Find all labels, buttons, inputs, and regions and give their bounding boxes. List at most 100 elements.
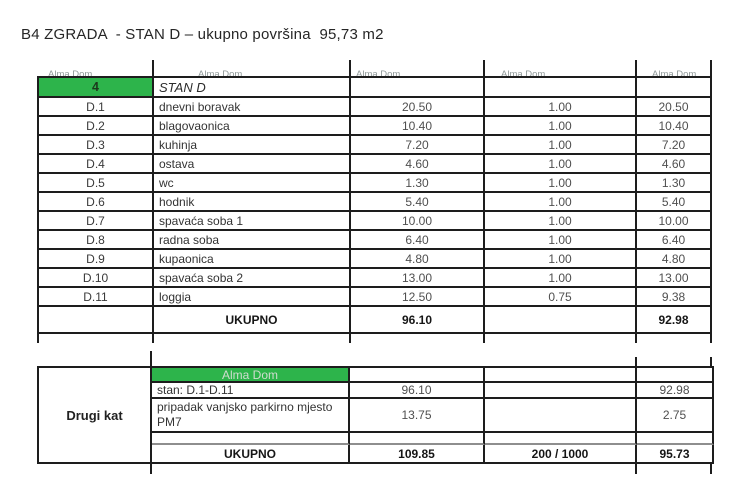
cad-line-extension: [483, 334, 485, 343]
room-reduced-area: 6.40: [637, 231, 712, 250]
watermark-text: Alma Dom: [198, 69, 243, 77]
room-id: D.1: [39, 98, 154, 117]
room-name: blagovaonica: [154, 117, 351, 136]
summary-item-reduced-area: 2.75: [637, 399, 714, 433]
cad-line-extension: [710, 357, 712, 366]
room-coefficient: 0.75: [485, 288, 637, 307]
room-name: dnevni boravak: [154, 98, 351, 117]
room-name: kupaonica: [154, 250, 351, 269]
room-area: 20.50: [351, 98, 485, 117]
room-reduced-area: 9.38: [637, 288, 712, 307]
room-id: D.8: [39, 231, 154, 250]
room-reduced-area: 5.40: [637, 193, 712, 212]
summary-item-name: pripadak vanjsko parkirno mjesto PM7: [152, 399, 350, 433]
room-id: D.10: [39, 269, 154, 288]
total-label: UKUPNO: [154, 307, 351, 334]
floor-total-share: 200 / 1000: [485, 445, 637, 464]
room-area: 4.80: [351, 250, 485, 269]
empty-cell: [485, 78, 637, 98]
total-coefficient: [485, 307, 637, 334]
room-id: D.6: [39, 193, 154, 212]
floor-label-cell: Drugi kat: [37, 366, 152, 464]
cad-line-extension: [635, 60, 637, 76]
room-coefficient: 1.00: [485, 155, 637, 174]
empty-cell: [637, 78, 712, 98]
room-name: radna soba: [154, 231, 351, 250]
room-id: D.9: [39, 250, 154, 269]
empty-cell: [351, 78, 485, 98]
room-reduced-area: 20.50: [637, 98, 712, 117]
room-area: 5.40: [351, 193, 485, 212]
summary-item-area: 96.10: [350, 383, 485, 399]
cad-line-extension: [152, 60, 154, 76]
room-name: hodnik: [154, 193, 351, 212]
empty-cell: [39, 307, 154, 334]
room-id: D.11: [39, 288, 154, 307]
room-id: D.5: [39, 174, 154, 193]
total-reduced-area: 92.98: [637, 307, 712, 334]
cad-line-extension: [349, 334, 351, 343]
empty-cell: [485, 433, 637, 445]
room-area: 13.00: [351, 269, 485, 288]
empty-cell: [485, 368, 637, 383]
room-reduced-area: 13.00: [637, 269, 712, 288]
room-coefficient: 1.00: [485, 174, 637, 193]
room-name: spavaća soba 2: [154, 269, 351, 288]
room-reduced-area: 1.30: [637, 174, 712, 193]
cad-line-extension: [635, 464, 637, 474]
cad-line-extension: [152, 334, 154, 343]
room-coefficient: 1.00: [485, 193, 637, 212]
room-reduced-area: 4.80: [637, 250, 712, 269]
watermark-strip: Alma Dom Alma Dom Alma Dom Alma Dom Alma…: [0, 69, 737, 77]
cad-line-extension: [710, 464, 712, 474]
empty-cell: [350, 433, 485, 445]
floor-total-reduced-area: 95.73: [637, 445, 714, 464]
room-coefficient: 1.00: [485, 117, 637, 136]
room-areas-table: 4 STAN D D.1 dnevni boravak 20.50 1.00 2…: [37, 76, 712, 334]
room-name: spavaća soba 1: [154, 212, 351, 231]
room-reduced-area: 4.60: [637, 155, 712, 174]
room-name: wc: [154, 174, 351, 193]
room-coefficient: 1.00: [485, 212, 637, 231]
room-reduced-area: 10.40: [637, 117, 712, 136]
summary-item-share: [485, 399, 637, 433]
watermark-text: Alma Dom: [501, 69, 546, 77]
summary-item-reduced-area: 92.98: [637, 383, 714, 399]
floor-summary-table: Alma Dom stan: D.1-D.11 96.10 92.98 prip…: [150, 366, 714, 464]
room-coefficient: 1.00: [485, 269, 637, 288]
room-name: kuhinja: [154, 136, 351, 155]
watermark-text: Alma Dom: [356, 69, 401, 77]
room-area: 10.40: [351, 117, 485, 136]
unit-name-cell: STAN D: [154, 78, 351, 98]
room-area: 6.40: [351, 231, 485, 250]
room-reduced-area: 10.00: [637, 212, 712, 231]
summary-item-area: 13.75: [350, 399, 485, 433]
empty-cell: [637, 368, 714, 383]
cad-line-extension: [710, 60, 712, 76]
room-area: 4.60: [351, 155, 485, 174]
cad-line-extension: [710, 334, 712, 343]
watermark-text: Alma Dom: [652, 69, 697, 77]
page-title: B4 ZGRADA - STAN D – ukupno površina 95,…: [21, 26, 384, 43]
room-coefficient: 1.00: [485, 231, 637, 250]
cad-line-extension: [37, 334, 39, 343]
room-id: D.4: [39, 155, 154, 174]
room-coefficient: 1.00: [485, 98, 637, 117]
watermark-text: Alma Dom: [48, 69, 93, 77]
summary-item-name: stan: D.1-D.11: [152, 383, 350, 399]
room-id: D.2: [39, 117, 154, 136]
room-area: 12.50: [351, 288, 485, 307]
empty-cell: [637, 433, 714, 445]
room-id: D.3: [39, 136, 154, 155]
cad-line-extension: [635, 357, 637, 366]
watermark-green-cell: Alma Dom: [152, 368, 350, 383]
room-id: D.7: [39, 212, 154, 231]
empty-cell: [152, 433, 350, 445]
floor-total-label: UKUPNO: [152, 445, 350, 464]
cad-line-extension: [483, 60, 485, 76]
room-coefficient: 1.00: [485, 250, 637, 269]
empty-cell: [350, 368, 485, 383]
total-area: 96.10: [351, 307, 485, 334]
room-coefficient: 1.00: [485, 136, 637, 155]
cad-line-extension: [150, 464, 152, 474]
